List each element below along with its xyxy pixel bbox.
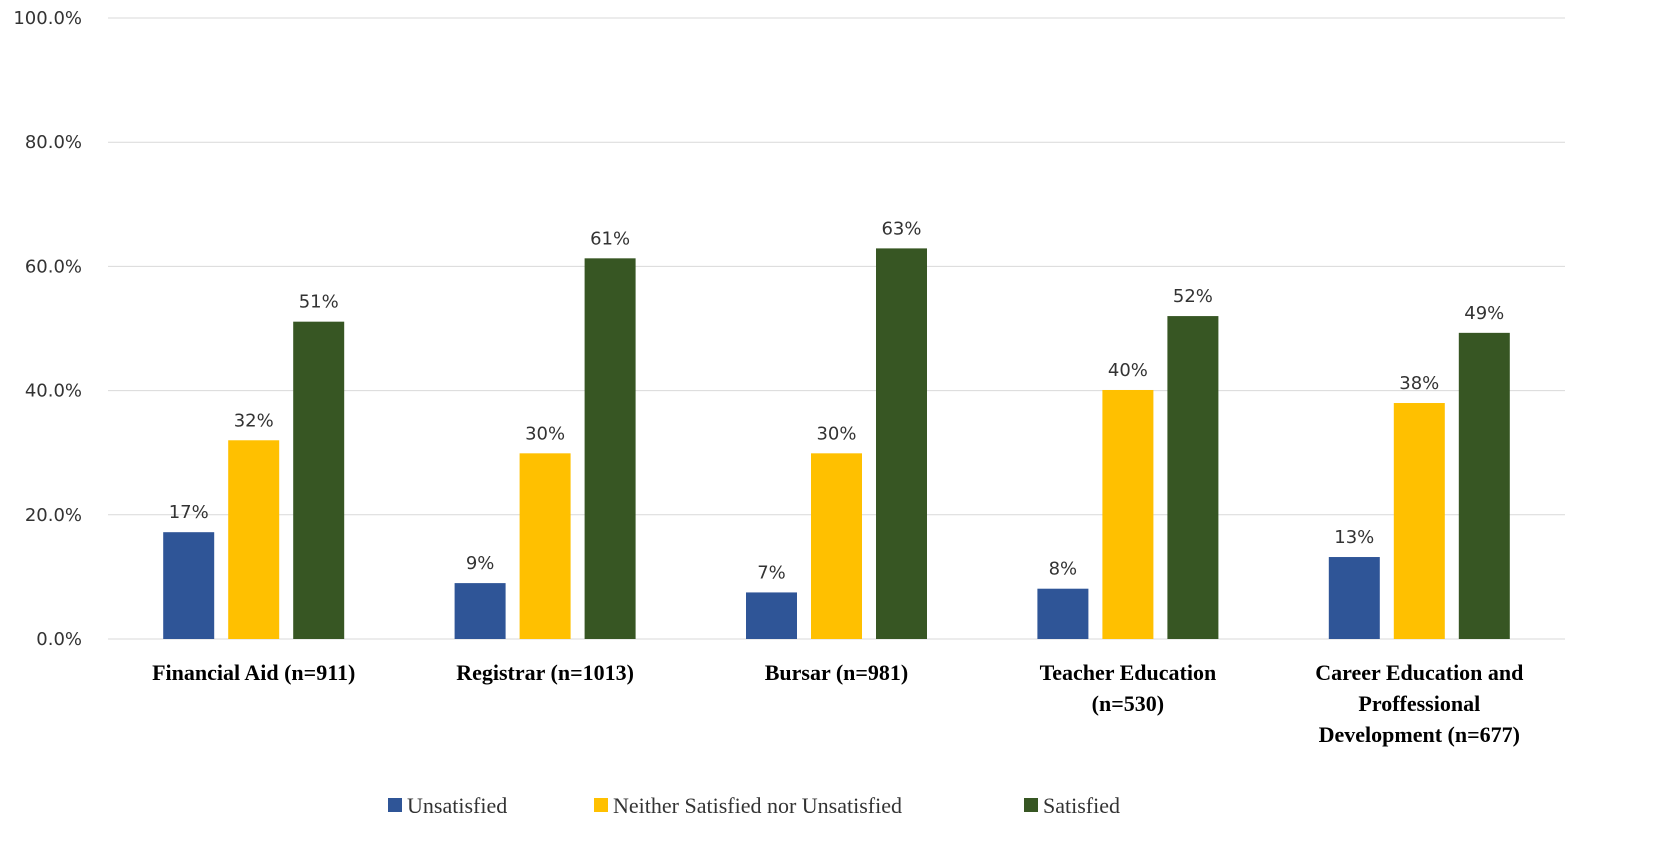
bar	[1328, 557, 1380, 639]
bars	[163, 248, 1510, 640]
y-tick-label: 60.0%	[25, 256, 82, 277]
bar	[519, 453, 571, 639]
data-label: 13%	[1334, 527, 1374, 548]
bar	[228, 440, 280, 639]
legend-label: Unsatisfied	[407, 793, 507, 818]
data-label: 61%	[590, 228, 630, 249]
y-tick-label: 0.0%	[36, 629, 82, 650]
data-label: 52%	[1173, 286, 1213, 307]
data-label: 51%	[299, 292, 339, 313]
bar	[454, 583, 506, 639]
data-label: 17%	[169, 502, 209, 523]
bar	[1393, 403, 1445, 639]
y-tick-label: 80.0%	[25, 132, 82, 153]
bar	[293, 321, 345, 639]
bar	[1458, 332, 1510, 639]
bar	[1167, 316, 1219, 639]
bar	[163, 532, 215, 639]
gridlines	[108, 17, 1565, 640]
bar	[1037, 588, 1089, 639]
y-axis-tick-labels: 0.0% 20.0% 40.0% 60.0% 80.0% 100.0%	[13, 8, 82, 650]
data-label: 7%	[757, 562, 786, 583]
data-label: 40%	[1108, 360, 1148, 381]
bar	[746, 592, 797, 639]
y-tick-label: 100.0%	[13, 8, 82, 29]
legend-label: Satisfied	[1043, 793, 1120, 818]
legend: Unsatisfied Neither Satisfied nor Unsatis…	[388, 793, 1120, 818]
legend-swatch	[388, 798, 402, 812]
category-label: Registrar (n=1013)	[456, 660, 634, 685]
data-label: 63%	[881, 218, 921, 239]
data-labels: 17% 32% 51% 9% 30% 61% 7% 30% 63% 8% 40% 52% 13% 38% 4…	[169, 218, 1505, 583]
legend-swatch	[594, 798, 608, 812]
x-axis-category-labels: Financial Aid (n=911) Registrar (n=1013) B…	[152, 660, 1523, 747]
bar	[811, 453, 862, 639]
data-label: 38%	[1399, 373, 1439, 394]
bar	[876, 248, 927, 640]
legend-label: Neither Satisfied nor Unsatisfied	[613, 793, 902, 818]
category-label: Bursar (n=981)	[765, 660, 909, 685]
data-label: 9%	[466, 553, 495, 574]
data-label: 30%	[525, 423, 565, 444]
bar	[584, 258, 636, 639]
y-tick-label: 20.0%	[25, 505, 82, 526]
category-label: Career Education and Proffessional Develop…	[1315, 660, 1523, 747]
data-label: 8%	[1049, 559, 1078, 580]
data-label: 49%	[1464, 303, 1504, 324]
legend-swatch	[1024, 798, 1038, 812]
data-label: 32%	[234, 410, 274, 431]
y-tick-label: 40.0%	[25, 381, 82, 402]
category-label: Teacher Education (n=530)	[1040, 660, 1217, 716]
data-label: 30%	[816, 423, 856, 444]
bar	[1102, 389, 1154, 639]
category-label: Financial Aid (n=911)	[152, 660, 355, 685]
